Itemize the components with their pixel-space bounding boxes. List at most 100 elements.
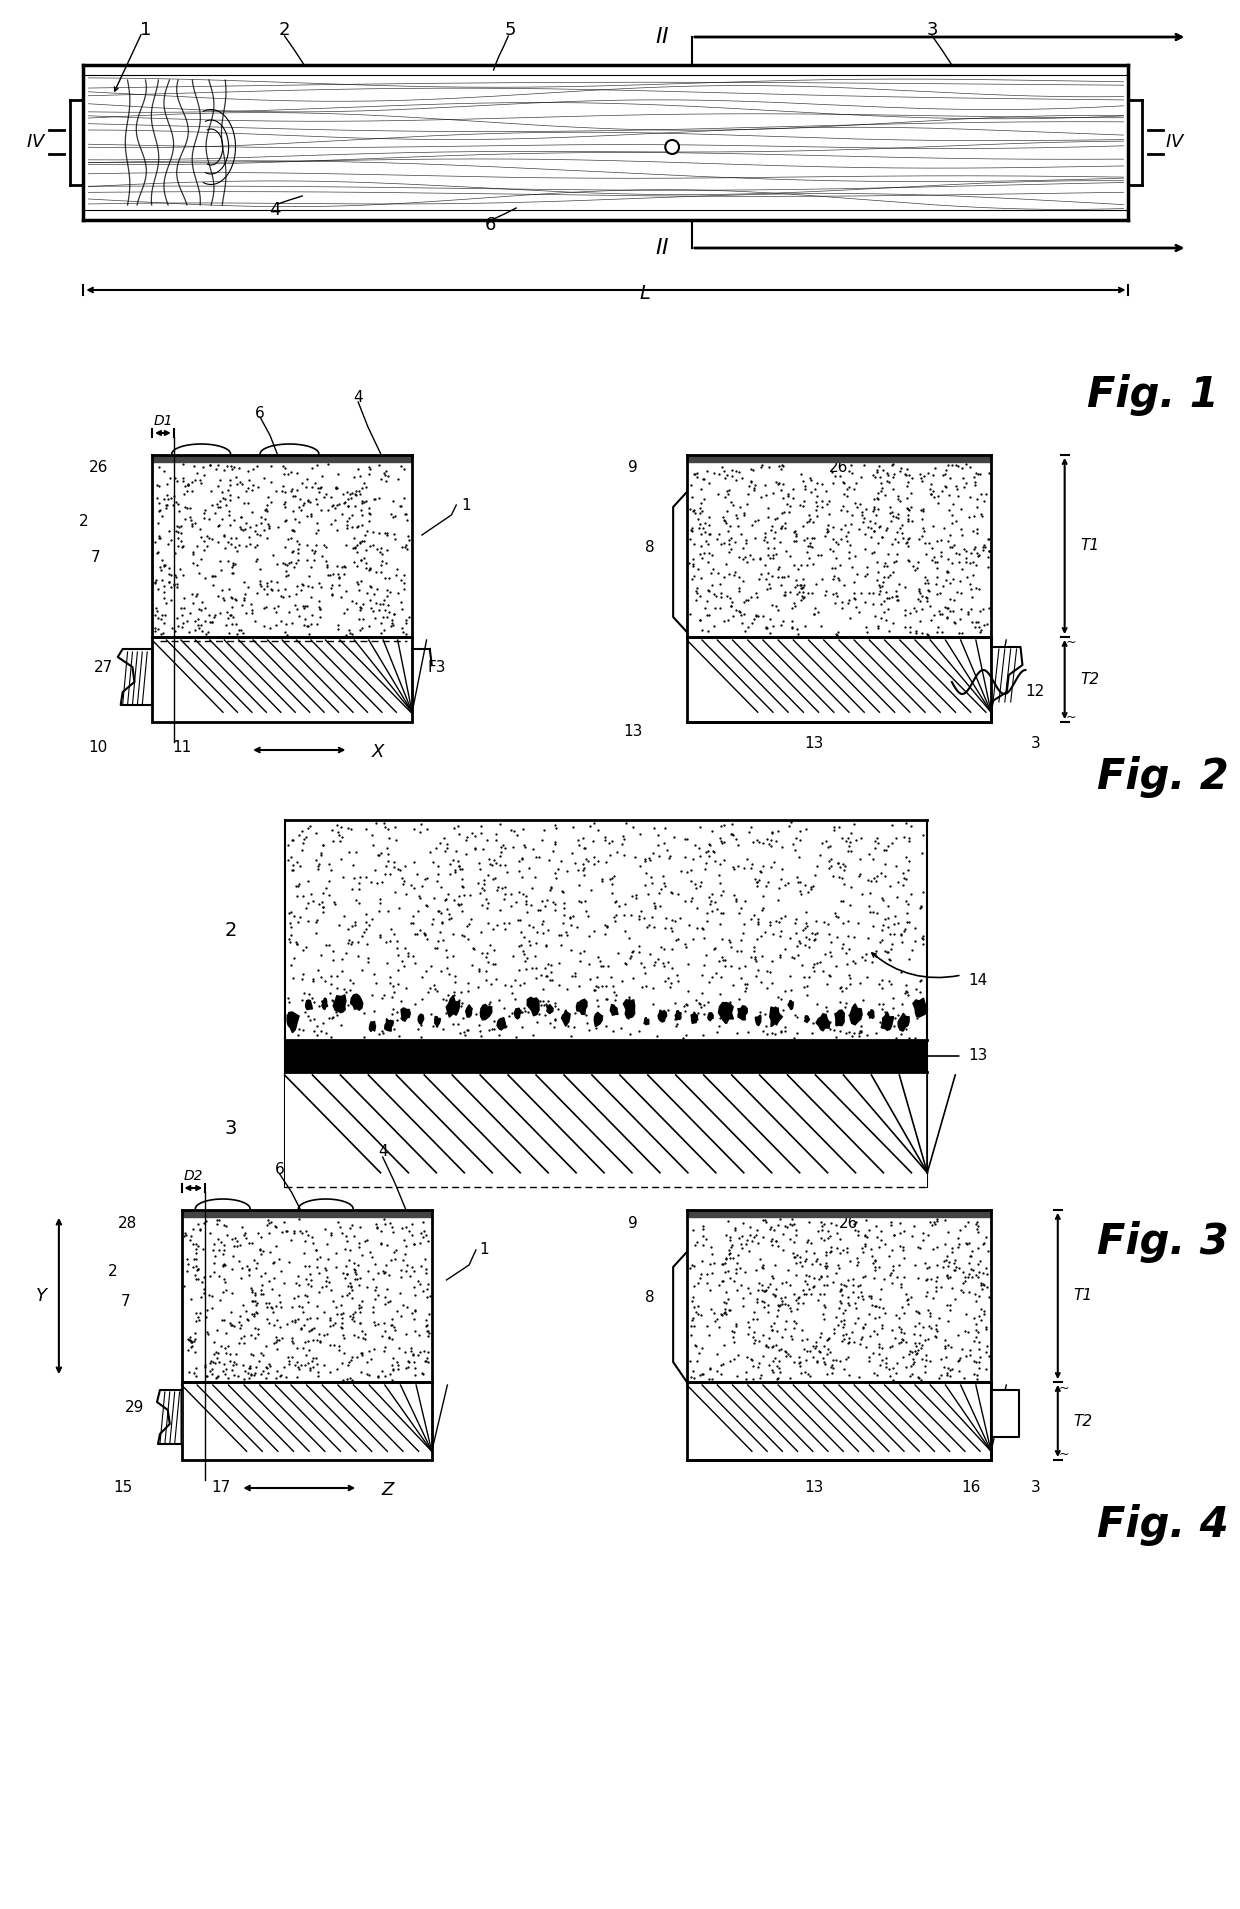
Point (195, 605, 215, 636)
Point (433, 983, 453, 1014)
Point (683, 924, 703, 954)
Point (528, 842, 548, 872)
Point (939, 1306, 959, 1336)
Point (782, 1205, 802, 1235)
Point (963, 533, 983, 563)
Point (460, 880, 480, 911)
Point (215, 1248, 234, 1279)
Point (180, 1325, 200, 1355)
Point (869, 989, 889, 1019)
Point (765, 1250, 785, 1281)
Point (254, 462, 274, 493)
Point (733, 464, 753, 494)
Point (940, 1290, 960, 1321)
Point (749, 565, 769, 596)
Point (332, 956, 352, 987)
Point (546, 809, 565, 840)
Point (546, 829, 565, 859)
Point (687, 573, 707, 603)
Point (873, 1292, 893, 1323)
Point (192, 1268, 212, 1298)
Point (231, 1262, 250, 1292)
Point (404, 813, 424, 844)
Point (751, 1275, 771, 1306)
Point (172, 611, 192, 641)
Point (355, 1325, 374, 1355)
Point (691, 563, 711, 594)
Point (880, 1331, 900, 1361)
Point (412, 962, 432, 993)
Point (362, 596, 382, 626)
Point (177, 605, 197, 636)
Point (247, 519, 267, 550)
Point (202, 489, 222, 519)
Point (851, 1325, 870, 1355)
Point (585, 1008, 605, 1038)
Point (949, 1319, 968, 1350)
Point (355, 916, 374, 947)
Point (332, 1313, 352, 1344)
Point (828, 811, 848, 842)
Point (968, 1317, 988, 1348)
Point (712, 1359, 732, 1390)
Point (278, 458, 298, 489)
Point (223, 1350, 243, 1380)
Point (259, 1208, 279, 1239)
Point (284, 552, 304, 582)
Point (790, 876, 810, 907)
Point (397, 1292, 417, 1323)
Text: 6: 6 (275, 1163, 284, 1178)
Point (899, 500, 919, 531)
Point (548, 993, 568, 1023)
Point (417, 1281, 436, 1311)
Point (931, 1344, 951, 1374)
Point (491, 832, 511, 863)
Point (804, 1264, 823, 1294)
Point (308, 514, 327, 544)
Point (764, 846, 784, 876)
Point (146, 596, 166, 626)
Point (331, 844, 351, 874)
Point (146, 483, 166, 514)
Point (459, 975, 479, 1006)
Point (184, 1325, 203, 1355)
Point (924, 481, 944, 512)
Point (289, 1281, 309, 1311)
Point (725, 456, 745, 487)
Point (720, 932, 740, 962)
Point (275, 1216, 295, 1247)
Point (801, 477, 821, 508)
Point (360, 498, 379, 529)
Point (327, 559, 347, 590)
Point (890, 1008, 910, 1038)
Point (885, 546, 905, 577)
Point (289, 529, 309, 559)
Point (706, 888, 725, 918)
Point (914, 924, 934, 954)
Point (598, 911, 618, 941)
Point (750, 1363, 770, 1394)
Point (785, 573, 805, 603)
Point (372, 538, 392, 569)
Point (150, 523, 170, 554)
Point (247, 1289, 267, 1319)
Point (914, 1218, 934, 1248)
Point (790, 577, 810, 607)
Point (862, 1283, 882, 1313)
Point (773, 483, 792, 514)
Polygon shape (370, 1021, 376, 1031)
Point (884, 458, 904, 489)
Point (219, 479, 239, 510)
Point (299, 1000, 319, 1031)
Point (630, 930, 650, 960)
Point (367, 867, 387, 897)
Point (549, 920, 569, 951)
Point (872, 1310, 892, 1340)
Point (325, 504, 345, 535)
Point (709, 1269, 729, 1300)
Point (260, 451, 280, 481)
Point (833, 909, 853, 939)
Point (376, 596, 396, 626)
Point (882, 934, 901, 964)
Point (195, 525, 215, 556)
